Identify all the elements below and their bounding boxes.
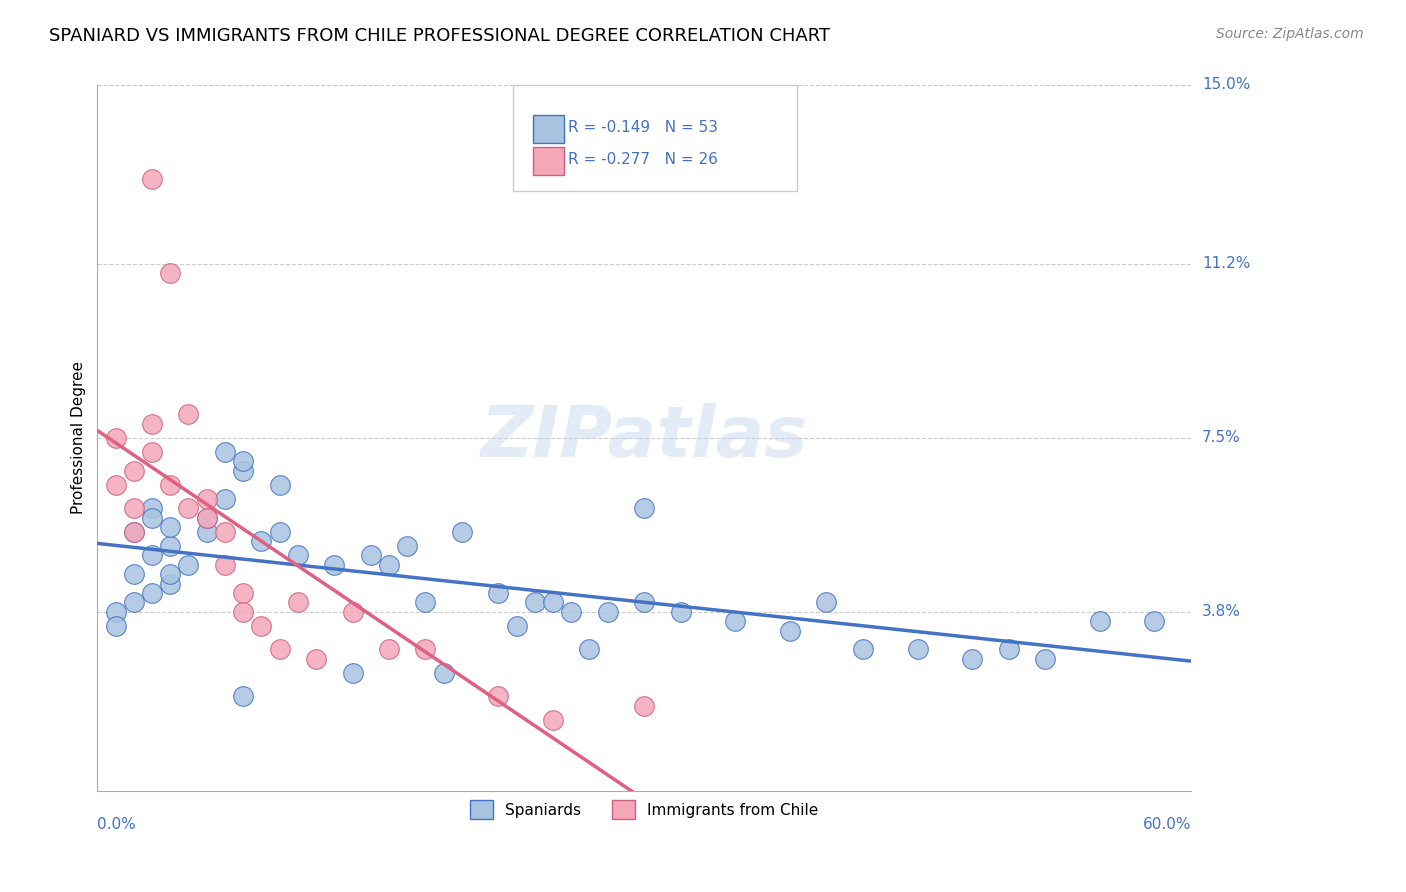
Point	[269, 477, 291, 491]
Point	[323, 558, 346, 572]
Point	[396, 539, 419, 553]
Point	[852, 642, 875, 657]
Point	[960, 652, 983, 666]
Point	[159, 266, 181, 280]
Point	[159, 567, 181, 582]
FancyBboxPatch shape	[533, 147, 564, 175]
Point	[177, 407, 200, 421]
Point	[342, 665, 364, 680]
Point	[214, 524, 236, 539]
Point	[815, 595, 838, 609]
Point	[541, 595, 564, 609]
Point	[1143, 614, 1166, 628]
Point	[269, 524, 291, 539]
Point	[596, 605, 619, 619]
Text: 7.5%: 7.5%	[1202, 430, 1240, 445]
Point	[104, 431, 127, 445]
Point	[177, 501, 200, 516]
Point	[122, 501, 145, 516]
Point	[195, 510, 218, 524]
Point	[214, 491, 236, 506]
Point	[195, 524, 218, 539]
Text: SPANIARD VS IMMIGRANTS FROM CHILE PROFESSIONAL DEGREE CORRELATION CHART: SPANIARD VS IMMIGRANTS FROM CHILE PROFES…	[49, 27, 831, 45]
Text: 15.0%: 15.0%	[1202, 78, 1250, 93]
Point	[232, 454, 254, 468]
Point	[141, 445, 163, 459]
Point	[232, 605, 254, 619]
Point	[378, 642, 401, 657]
Point	[141, 586, 163, 600]
Point	[1033, 652, 1056, 666]
Point	[195, 510, 218, 524]
Point	[342, 605, 364, 619]
Point	[104, 619, 127, 633]
Y-axis label: Professional Degree: Professional Degree	[72, 361, 86, 514]
Point	[159, 539, 181, 553]
Text: ZIPatlas: ZIPatlas	[481, 403, 808, 472]
Text: 3.8%: 3.8%	[1202, 604, 1241, 619]
Point	[415, 595, 437, 609]
Point	[122, 524, 145, 539]
Point	[104, 477, 127, 491]
Point	[122, 464, 145, 478]
FancyBboxPatch shape	[533, 115, 564, 143]
Text: R = -0.149   N = 53: R = -0.149 N = 53	[568, 120, 717, 135]
Point	[141, 501, 163, 516]
Point	[633, 501, 655, 516]
Point	[177, 558, 200, 572]
Point	[269, 642, 291, 657]
Point	[287, 549, 309, 563]
Point	[141, 549, 163, 563]
Point	[560, 605, 582, 619]
Point	[451, 524, 474, 539]
Point	[378, 558, 401, 572]
Point	[141, 510, 163, 524]
Point	[214, 445, 236, 459]
Point	[433, 665, 456, 680]
Text: 0.0%: 0.0%	[97, 817, 136, 832]
Text: 60.0%: 60.0%	[1143, 817, 1191, 832]
Point	[122, 524, 145, 539]
Point	[214, 558, 236, 572]
Point	[907, 642, 929, 657]
Point	[287, 595, 309, 609]
Point	[141, 417, 163, 431]
Point	[633, 595, 655, 609]
Point	[997, 642, 1019, 657]
Point	[232, 464, 254, 478]
Point	[578, 642, 600, 657]
Point	[669, 605, 692, 619]
Point	[232, 586, 254, 600]
Point	[159, 576, 181, 591]
Text: R = -0.277   N = 26: R = -0.277 N = 26	[568, 152, 717, 167]
Point	[104, 605, 127, 619]
Point	[779, 624, 801, 638]
Point	[523, 595, 546, 609]
Point	[122, 595, 145, 609]
Point	[360, 549, 382, 563]
Point	[122, 567, 145, 582]
Point	[1088, 614, 1111, 628]
Point	[159, 477, 181, 491]
Point	[141, 172, 163, 186]
Point	[250, 534, 273, 549]
Point	[305, 652, 328, 666]
Point	[486, 690, 509, 704]
Point	[541, 713, 564, 727]
Point	[505, 619, 527, 633]
Text: 11.2%: 11.2%	[1202, 256, 1250, 271]
Point	[415, 642, 437, 657]
Point	[195, 491, 218, 506]
Text: Source: ZipAtlas.com: Source: ZipAtlas.com	[1216, 27, 1364, 41]
Point	[633, 698, 655, 713]
Point	[232, 690, 254, 704]
Point	[724, 614, 747, 628]
FancyBboxPatch shape	[513, 85, 797, 191]
Point	[486, 586, 509, 600]
Point	[250, 619, 273, 633]
Point	[159, 520, 181, 534]
Legend: Spaniards, Immigrants from Chile: Spaniards, Immigrants from Chile	[464, 795, 824, 825]
